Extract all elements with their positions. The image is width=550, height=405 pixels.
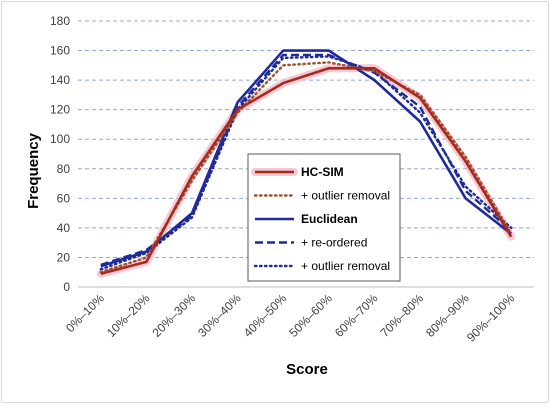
y-tick-label: 20 bbox=[57, 250, 71, 264]
y-tick-label: 180 bbox=[50, 14, 70, 28]
x-tick-label: 60%–70% bbox=[332, 291, 381, 340]
y-tick-label: 40 bbox=[57, 221, 71, 235]
legend-label: HC-SIM bbox=[301, 165, 344, 179]
x-tick-label: 50%–60% bbox=[286, 291, 335, 340]
x-tick-label: 10%–20% bbox=[104, 291, 153, 340]
y-tick-labels: 0 20 40 60 80 100 120 140 160 180 bbox=[50, 14, 70, 294]
x-tick-label: 70%–80% bbox=[378, 291, 427, 340]
y-tick-label: 120 bbox=[50, 103, 70, 117]
y-tick-label: 100 bbox=[50, 132, 70, 146]
legend: HC-SIM + outlier removal Euclidean + re-ord… bbox=[247, 153, 401, 282]
x-tick-label: 0%–10% bbox=[63, 291, 107, 335]
y-axis-title: Frequency bbox=[25, 132, 42, 209]
x-tick-labels: 0%–10%10%–20%20%–30%30%–40%40%–50%50%–60… bbox=[63, 291, 518, 345]
x-tick-label: 20%–30% bbox=[150, 291, 199, 340]
x-tick-label: 90%–100% bbox=[464, 291, 518, 345]
series-line bbox=[100, 49, 512, 268]
series-line bbox=[100, 66, 513, 275]
legend-label: + outlier removal bbox=[301, 189, 390, 203]
y-tick-label: 0 bbox=[63, 280, 70, 294]
y-tick-label: 60 bbox=[57, 191, 71, 205]
x-tick-label: 80%–90% bbox=[423, 291, 472, 340]
series-lines bbox=[96, 49, 516, 278]
x-axis-title: Score bbox=[286, 361, 328, 378]
x-tick-label: 40%–50% bbox=[241, 291, 290, 340]
x-tick-label: 30%–40% bbox=[195, 291, 244, 340]
legend-label: Euclidean bbox=[301, 212, 358, 226]
legend-items: HC-SIM + outlier removal Euclidean + re-ord… bbox=[251, 165, 390, 273]
legend-label: + outlier removal bbox=[301, 259, 390, 273]
y-tick-label: 160 bbox=[50, 44, 70, 58]
y-tick-label: 140 bbox=[50, 73, 70, 87]
y-tick-label: 80 bbox=[57, 162, 71, 176]
legend-label: + re-ordered bbox=[301, 236, 367, 250]
